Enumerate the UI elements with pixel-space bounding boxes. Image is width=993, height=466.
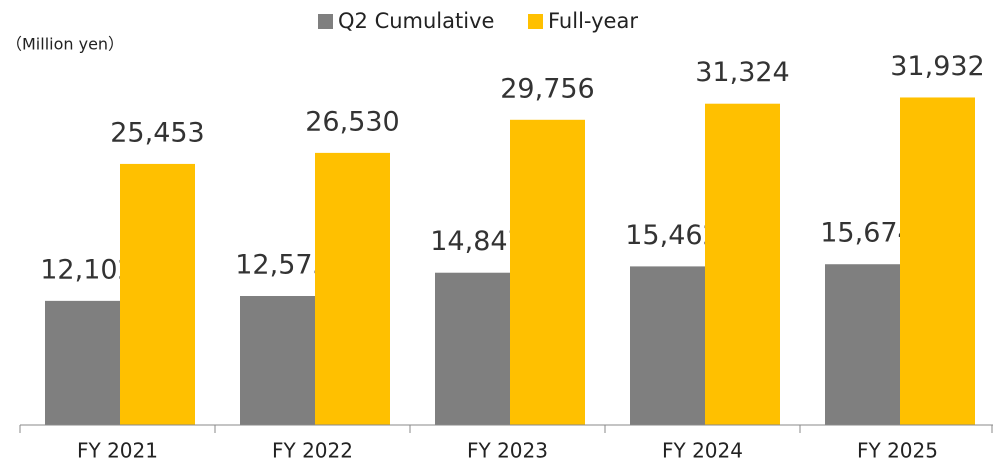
bar	[510, 119, 585, 426]
x-tick-label: FY 2022	[272, 439, 353, 463]
value-label: 15,462	[625, 220, 719, 251]
x-tick-label: FY 2024	[662, 439, 743, 463]
x-tick-label: FY 2021	[77, 439, 158, 463]
legend-swatch	[528, 14, 543, 29]
value-label: 29,756	[500, 73, 594, 104]
x-tick-label: FY 2023	[467, 439, 548, 463]
bar	[240, 296, 315, 425]
value-label: 26,530	[305, 106, 399, 137]
y-axis-label: （Million yen）	[6, 35, 124, 54]
value-label: 15,674	[820, 218, 914, 249]
bar	[315, 152, 390, 426]
value-label: 12,102	[40, 254, 134, 285]
value-label: 31,932	[890, 51, 984, 82]
legend-label: Q2 Cumulative	[338, 9, 494, 33]
value-label: 31,324	[695, 57, 789, 88]
legend-label: Full-year	[548, 9, 638, 33]
bar	[825, 264, 900, 425]
bar	[45, 300, 120, 425]
value-label: 25,453	[110, 117, 204, 148]
value-label: 14,847	[430, 226, 524, 257]
bar	[630, 266, 705, 425]
bar	[705, 103, 780, 425]
x-tick-label: FY 2025	[857, 439, 938, 463]
legend-swatch	[318, 14, 333, 29]
bar	[435, 272, 510, 425]
value-label: 12,575	[235, 250, 329, 281]
bar	[120, 163, 195, 426]
bar	[900, 97, 975, 425]
